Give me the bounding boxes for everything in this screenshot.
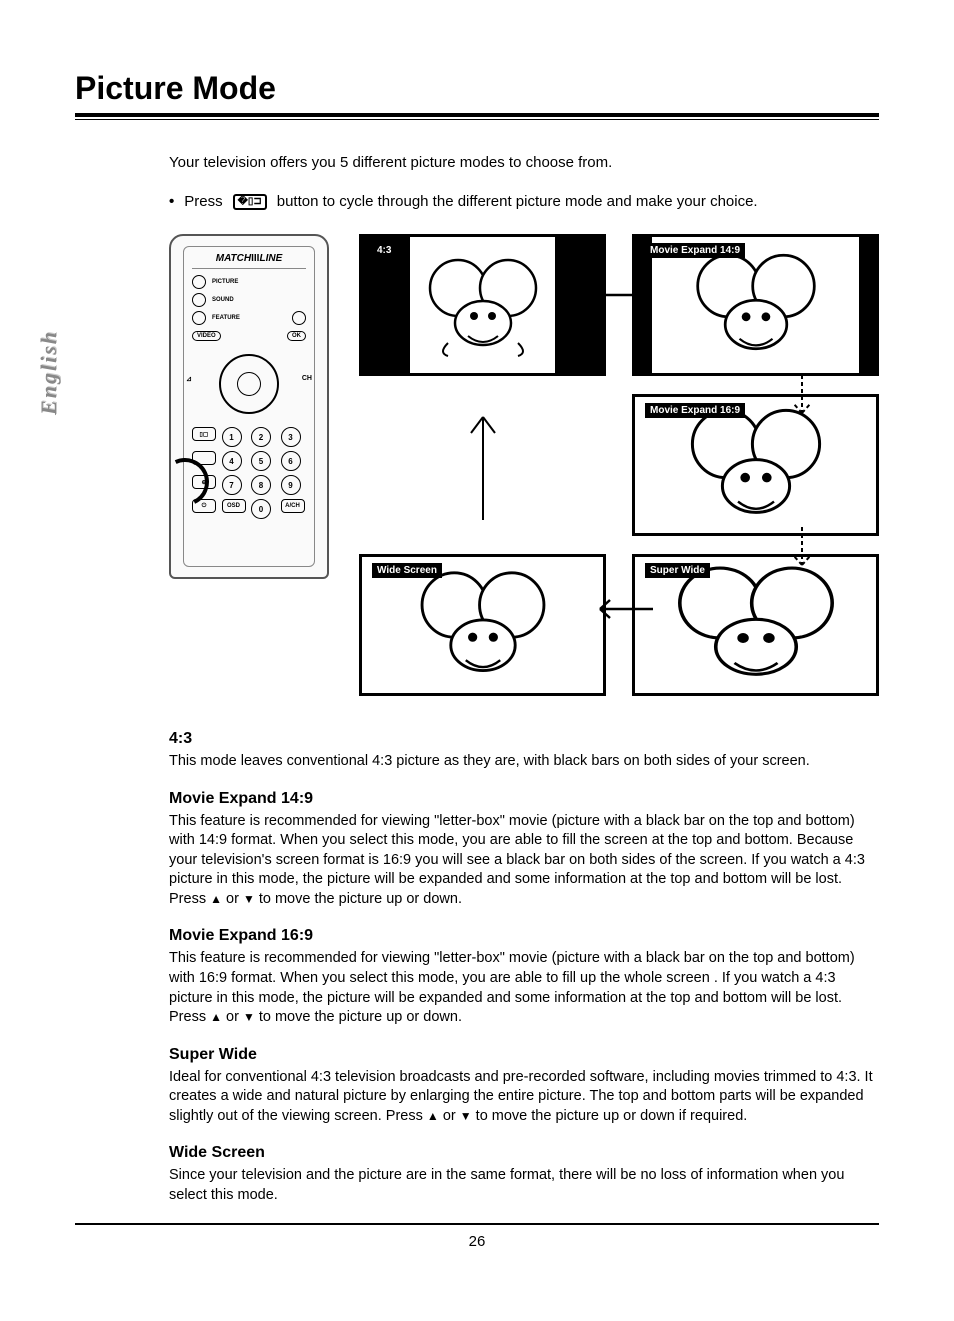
num-0: 0 (251, 499, 271, 519)
down-triangle-icon: ▼ (243, 1009, 255, 1025)
up-triangle-icon: ▲ (427, 1108, 439, 1124)
format-button: ▯▢ (192, 427, 216, 441)
num-4: 4 (222, 451, 242, 471)
osd-button: OSD (222, 499, 246, 513)
channel-label: CH (302, 375, 312, 382)
section-4-3: 4:3 This mode leaves conventional 4:3 pi… (169, 730, 879, 772)
ach-button: A/CH (281, 499, 305, 513)
bottom-rule (75, 1223, 879, 1225)
up-triangle-icon: ▲ (210, 1009, 222, 1025)
cartoon-illustration (661, 408, 851, 528)
mode-super-wide-screen: Super Wide (632, 554, 879, 696)
cartoon-illustration (395, 570, 570, 685)
mode-label: Super Wide (645, 563, 710, 578)
section-14-9: Movie Expand 14:9 This feature is recomm… (169, 790, 879, 910)
section-super-wide: Super Wide Ideal for conventional 4:3 te… (169, 1046, 879, 1127)
section-heading: 4:3 (169, 730, 879, 748)
arrow-down-icon (787, 525, 817, 575)
arrow-down-icon (787, 373, 817, 423)
mode-label: Movie Expand 14:9 (645, 243, 745, 258)
remote-brand: MATCHIIILINE (192, 253, 306, 269)
cartoon-illustration (676, 253, 836, 363)
section-heading: Super Wide (169, 1046, 879, 1064)
num-8: 8 (251, 475, 271, 495)
feature-menu-button (192, 311, 206, 325)
num-3: 3 (281, 427, 301, 447)
picture-menu-button (192, 275, 206, 289)
picture-mode-button-icon: �▯⊐ (233, 194, 267, 210)
diagram-area: MATCHIIILINE PICTURE SOUND FEATURE VIDEO… (169, 234, 879, 696)
video-button: VIDEO (192, 331, 221, 341)
mode-wide-screen: Wide Screen (359, 554, 606, 696)
num-7: 7 (222, 475, 242, 495)
arrow-cell (359, 394, 606, 536)
bullet-dot: • (169, 193, 174, 210)
mode-16-9-screen: Movie Expand 16:9 (632, 394, 879, 536)
num-1: 1 (222, 427, 242, 447)
title-rule (75, 113, 879, 120)
cartoon-illustration (641, 565, 871, 690)
dpad (219, 354, 279, 414)
num-9: 9 (281, 475, 301, 495)
section-body: Ideal for conventional 4:3 television br… (169, 1068, 879, 1127)
section-heading: Movie Expand 16:9 (169, 927, 879, 945)
sound-menu-button (192, 293, 206, 307)
bullet-post: button to cycle through the different pi… (277, 193, 758, 210)
down-triangle-icon: ▼ (460, 1108, 472, 1124)
intro-text: Your television offers you 5 different p… (169, 154, 879, 171)
section-wide-screen: Wide Screen Since your television and th… (169, 1144, 879, 1205)
language-side-label: English (36, 330, 62, 415)
page-title: Picture Mode (75, 70, 879, 107)
ok-button: OK (287, 331, 306, 341)
mode-label: Wide Screen (372, 563, 442, 578)
page-number: 26 (75, 1233, 879, 1250)
num-2: 2 (251, 427, 271, 447)
arrow-left-icon (588, 594, 658, 624)
down-triangle-icon: ▼ (243, 891, 255, 907)
power-indicator (292, 311, 306, 325)
num-5: 5 (251, 451, 271, 471)
section-body: This mode leaves conventional 4:3 pictur… (169, 752, 879, 772)
mode-4-3-screen: 4:3 (359, 234, 606, 376)
num-6: 6 (281, 451, 301, 471)
mode-descriptions: 4:3 This mode leaves conventional 4:3 pi… (169, 730, 879, 1205)
volume-label: ⊿ (186, 375, 192, 383)
mode-14-9-screen: Movie Expand 14:9 (632, 234, 879, 376)
arrow-right-icon (593, 280, 663, 310)
section-body: This feature is recommended for viewing … (169, 812, 879, 910)
section-body: Since your television and the picture ar… (169, 1166, 879, 1205)
remote-control-illustration: MATCHIIILINE PICTURE SOUND FEATURE VIDEO… (169, 234, 329, 579)
section-heading: Wide Screen (169, 1144, 879, 1162)
section-16-9: Movie Expand 16:9 This feature is recomm… (169, 927, 879, 1027)
instruction-bullet: • Press �▯⊐ button to cycle through the … (169, 193, 879, 210)
bullet-pre: Press (184, 193, 222, 210)
mode-cycle-diagram: 4:3 Movie Expand 14:9 (359, 234, 879, 696)
section-heading: Movie Expand 14:9 (169, 790, 879, 808)
arrow-up-icon (463, 405, 503, 525)
section-body: This feature is recommended for viewing … (169, 949, 879, 1027)
cartoon-illustration (418, 258, 548, 358)
up-triangle-icon: ▲ (210, 891, 222, 907)
mode-label: Movie Expand 16:9 (645, 403, 745, 418)
mode-label: 4:3 (372, 243, 396, 258)
